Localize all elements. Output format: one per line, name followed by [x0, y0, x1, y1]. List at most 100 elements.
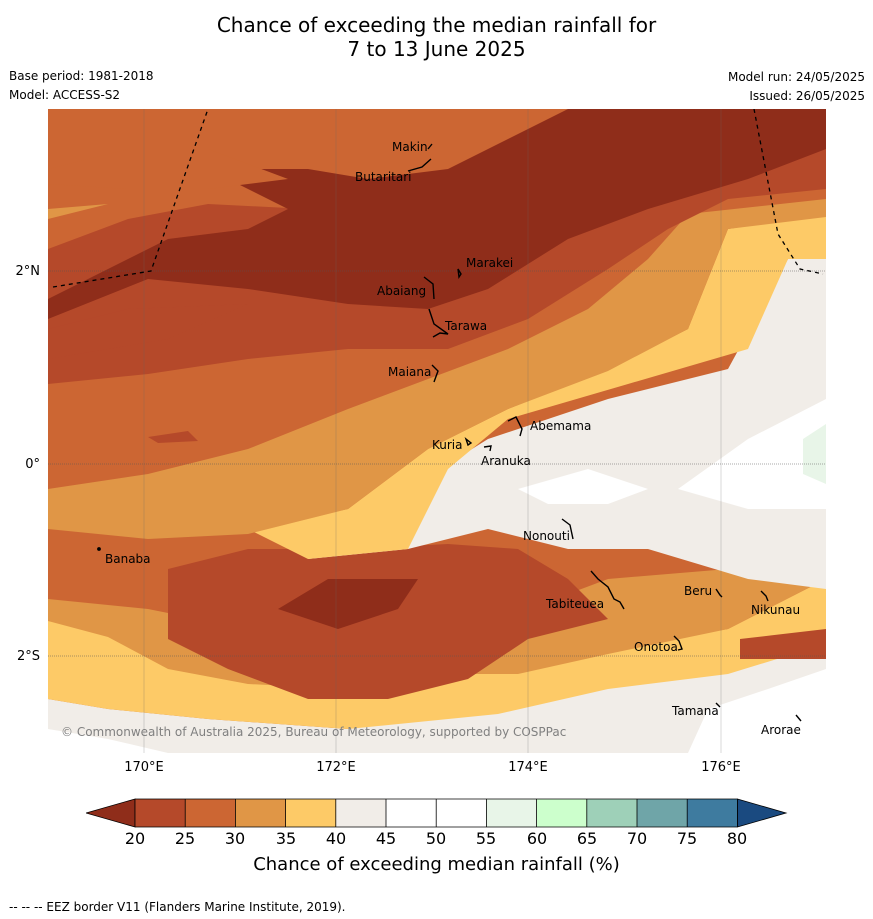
colorbar-bin-20-25 — [135, 799, 186, 827]
island-onotoa — [673, 635, 683, 651]
lon-label-176e: 176°E — [701, 760, 741, 775]
band-north-orange-patch2 — [48, 204, 108, 219]
colorbar-tick: 30 — [224, 829, 246, 848]
island-marakei — [457, 268, 462, 279]
colorbar-bin-40-45 — [335, 799, 386, 827]
band-central-green — [803, 424, 826, 484]
lat-label-2n: 2°N — [15, 264, 41, 279]
label-onotoa: Onotoa — [634, 640, 678, 654]
model-name: Model: ACCESS-S2 — [9, 88, 121, 102]
band-south-darkest — [278, 579, 418, 629]
band-central-light — [308, 249, 826, 589]
eez-border-west — [52, 109, 209, 288]
lon-label-172e: 172°E — [316, 760, 356, 775]
lat-label-0: 0° — [25, 457, 40, 472]
graticule — [48, 270, 826, 657]
island-butaritari — [407, 158, 432, 172]
band-central-orange — [48, 199, 826, 539]
label-abemama: Abemama — [530, 419, 591, 433]
label-butaritari: Butaritari — [355, 170, 412, 184]
band-west-dark — [48, 304, 248, 359]
lat-label-2s: 2°S — [16, 649, 40, 664]
colorbar-bin-30-35 — [235, 799, 286, 827]
island-maiana — [431, 364, 439, 383]
colorbar-tick: 40 — [325, 829, 347, 848]
colorbar-tick: 70 — [626, 829, 648, 848]
band-bottom-light — [48, 639, 826, 753]
eez-border-east — [753, 109, 824, 275]
island-tabiteuea — [590, 570, 625, 610]
island-makin — [427, 143, 433, 150]
band-central-yellow — [228, 214, 826, 559]
label-abaiang: Abaiang — [377, 284, 426, 298]
colorbar-tick: 55 — [475, 829, 497, 848]
colorbar-bin-55-60 — [486, 799, 537, 827]
island-abaiang — [423, 276, 435, 300]
label-tabiteuea: Tabiteuea — [545, 597, 604, 611]
colorbar-tick: 25 — [174, 829, 196, 848]
band-central-white — [518, 399, 826, 509]
island-abemama — [507, 416, 523, 437]
colorbar-dividers — [134, 798, 738, 828]
band-north-orange-patch — [48, 149, 288, 189]
colorbar-bin-45-50 — [386, 799, 437, 827]
island-nonouti — [561, 518, 574, 540]
eez-footnote: -- -- -- EEZ border V11 (Flanders Marine… — [9, 900, 346, 914]
colorbar-tick: 50 — [425, 829, 447, 848]
colorbar-label: Chance of exceeding median rainfall (%) — [253, 854, 620, 875]
colorbar-bin-50-55 — [436, 799, 487, 827]
place-labels: Makin Butaritari Marakei Abaiang Tarawa … — [105, 140, 801, 737]
label-arorae: Arorae — [761, 723, 801, 737]
island-banaba — [97, 547, 101, 551]
rainfall-map[interactable]: Makin Butaritari Marakei Abaiang Tarawa … — [48, 109, 826, 753]
label-tarawa: Tarawa — [444, 319, 487, 333]
colorbar-under-arrow — [86, 798, 136, 828]
colorbar-bin-25-30 — [185, 799, 236, 827]
colorbar-bin-60-65 — [536, 799, 587, 827]
colorbar-over-arrow — [737, 798, 788, 828]
island-nikunau — [760, 590, 769, 602]
colorbar-tick: 65 — [576, 829, 598, 848]
colorbar — [86, 798, 788, 828]
label-nonouti: Nonouti — [523, 529, 570, 543]
copyright-notice: © Commonwealth of Australia 2025, Bureau… — [61, 725, 566, 739]
colorbar-tick: 60 — [526, 829, 548, 848]
band-bottom-white — [48, 669, 826, 753]
band-north-darkest — [48, 109, 826, 319]
band-south-yellow — [48, 579, 826, 729]
island-beru — [715, 588, 723, 598]
label-kuria: Kuria — [432, 438, 463, 452]
colorbar-tick: 45 — [375, 829, 397, 848]
label-marakei: Marakei — [466, 256, 513, 270]
issued-date: Issued: 26/05/2025 — [749, 89, 865, 103]
lon-label-170e: 170°E — [124, 760, 164, 775]
colorbar-tick: 80 — [726, 829, 748, 848]
meridians — [143, 109, 722, 753]
colorbar-bin-70-75 — [637, 799, 688, 827]
island-aranuka — [483, 445, 492, 452]
chart-title-line1: Chance of exceeding the median rainfall … — [216, 13, 657, 37]
label-beru: Beru — [684, 584, 712, 598]
island-arorae — [795, 714, 802, 722]
lon-label-174e: 174°E — [508, 760, 548, 775]
colorbar-tick: 20 — [124, 829, 146, 848]
islands — [97, 143, 802, 722]
label-makin: Makin — [392, 140, 428, 154]
model-run: Model run: 24/05/2025 — [727, 70, 865, 84]
island-kuria — [464, 436, 473, 447]
island-tamana — [715, 702, 721, 708]
label-aranuka: Aranuka — [481, 454, 531, 468]
chart-title-line2: 7 to 13 June 2025 — [347, 37, 526, 61]
colorbar-bin-75-80 — [687, 799, 738, 827]
label-banaba: Banaba — [105, 552, 151, 566]
label-tamana: Tamana — [671, 704, 719, 718]
colorbar-bin-35-40 — [285, 799, 336, 827]
colorbar-bin-65-70 — [586, 799, 637, 827]
colorbar-tick: 35 — [275, 829, 297, 848]
island-tarawa — [428, 308, 449, 338]
label-nikunau: Nikunau — [751, 603, 800, 617]
label-maiana: Maiana — [388, 365, 431, 379]
band-small-dark — [148, 431, 198, 443]
colorbar-tick: 75 — [676, 829, 698, 848]
base-period: Base period: 1981-2018 — [9, 69, 154, 83]
